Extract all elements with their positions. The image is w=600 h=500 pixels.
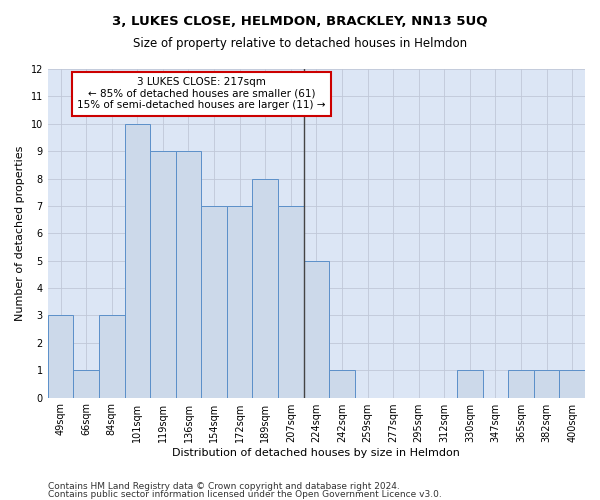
Bar [457, 370, 482, 398]
Text: 3, LUKES CLOSE, HELMDON, BRACKLEY, NN13 5UQ: 3, LUKES CLOSE, HELMDON, BRACKLEY, NN13 … [112, 15, 488, 28]
Bar [329, 370, 355, 398]
Bar [125, 124, 150, 398]
Text: Size of property relative to detached houses in Helmdon: Size of property relative to detached ho… [133, 38, 467, 51]
Bar [227, 206, 253, 398]
Bar [508, 370, 534, 398]
Text: Contains HM Land Registry data © Crown copyright and database right 2024.: Contains HM Land Registry data © Crown c… [48, 482, 400, 491]
Bar [99, 316, 125, 398]
Bar [176, 151, 201, 398]
Bar [534, 370, 559, 398]
Bar [150, 151, 176, 398]
Bar [73, 370, 99, 398]
Bar [304, 260, 329, 398]
Bar [278, 206, 304, 398]
Y-axis label: Number of detached properties: Number of detached properties [15, 146, 25, 321]
Text: 3 LUKES CLOSE: 217sqm
← 85% of detached houses are smaller (61)
15% of semi-deta: 3 LUKES CLOSE: 217sqm ← 85% of detached … [77, 77, 326, 110]
Text: Contains public sector information licensed under the Open Government Licence v3: Contains public sector information licen… [48, 490, 442, 499]
Bar [253, 178, 278, 398]
Bar [201, 206, 227, 398]
X-axis label: Distribution of detached houses by size in Helmdon: Distribution of detached houses by size … [172, 448, 460, 458]
Bar [559, 370, 585, 398]
Bar [48, 316, 73, 398]
